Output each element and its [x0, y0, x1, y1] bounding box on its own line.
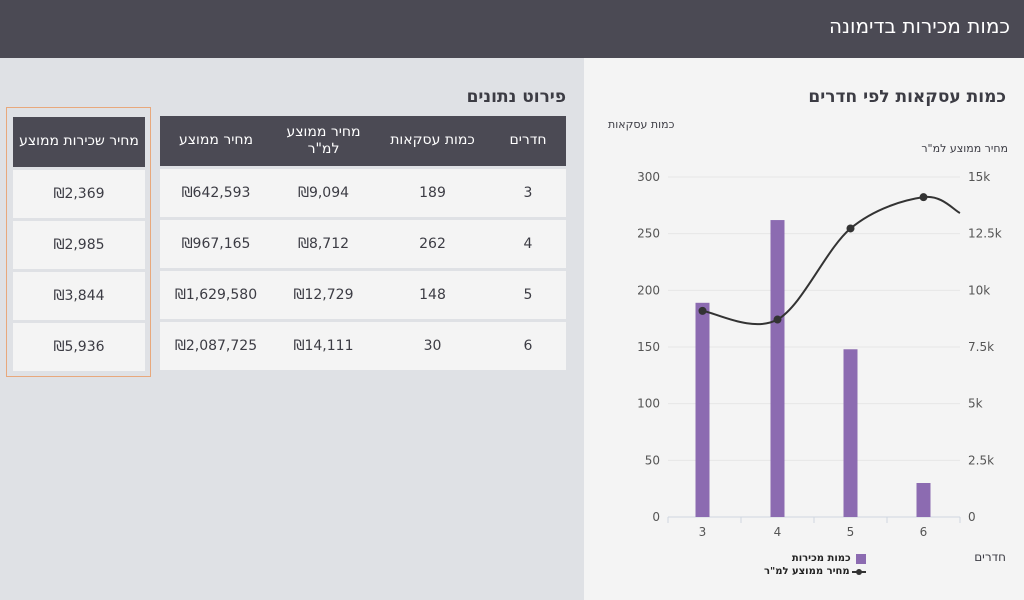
table-row: 3 189 ₪9,094 ₪642,593	[160, 169, 566, 217]
cell-avg-price: ₪2,087,725	[160, 322, 272, 370]
cell-rooms: 4	[490, 220, 566, 268]
x-tick-label: 4	[774, 525, 782, 539]
y2-tick-label: 2.5k	[968, 453, 994, 467]
bar-swatch-icon	[855, 553, 866, 564]
cell-rent: ₪5,936	[13, 323, 145, 371]
line-series	[698, 193, 961, 326]
y-axis-title: כמות עסקאות	[608, 118, 675, 131]
cell-avg-price: ₪967,165	[160, 220, 272, 268]
cell-rooms: 6	[490, 322, 566, 370]
line-point	[846, 224, 855, 233]
cell-deals: 30	[375, 322, 490, 370]
grid-lines	[667, 176, 961, 523]
x-tick-label: 3	[699, 525, 707, 539]
line-swatch-icon	[851, 567, 866, 577]
legend-label: כמות מכירות	[791, 553, 851, 564]
cell-deals: 189	[375, 169, 490, 217]
line-point	[773, 315, 782, 324]
details-table: חדרים כמות עסקאות מחיר ממוצע למ"ר מחיר מ…	[160, 113, 566, 373]
page-title: כמות מכירות בדימונה	[828, 14, 1010, 38]
y2-tick-label: 0	[968, 510, 976, 524]
cell-price-sqm: ₪14,111	[272, 322, 375, 370]
y2-axis-title: מחיר ממוצע למ"ר	[921, 142, 1008, 155]
cell-avg-price: ₪1,629,580	[160, 271, 272, 319]
details-title: פירוט נתונים	[466, 87, 566, 107]
cell-rent: ₪2,369	[13, 170, 145, 218]
rent-price-box: מחיר שכירות ממוצע ₪2,369 ₪2,985 ₪3,844 ₪…	[6, 107, 151, 377]
table-header-row: מחיר שכירות ממוצע	[13, 117, 145, 167]
cell-rent: ₪2,985	[13, 221, 145, 269]
cell-avg-price: ₪642,593	[160, 169, 272, 217]
table-header-row: חדרים כמות עסקאות מחיר ממוצע למ"ר מחיר מ…	[160, 116, 566, 166]
table-row: 4 262 ₪8,712 ₪967,165	[160, 220, 566, 268]
line-point	[698, 306, 707, 315]
table-row: 5 148 ₪12,729 ₪1,629,580	[160, 271, 566, 319]
legend-item-price-sqm[interactable]: מחיר ממוצע למ"ר	[764, 565, 866, 578]
y-tick-label: 300	[637, 170, 660, 184]
rent-table: מחיר שכירות ממוצע ₪2,369 ₪2,985 ₪3,844 ₪…	[13, 114, 145, 374]
cell-rent: ₪3,844	[13, 272, 145, 320]
chart-legend: כמות מכירות מחיר ממוצע למ"ר	[764, 552, 866, 578]
cell-rooms: 5	[490, 271, 566, 319]
column-header-price-sqm: מחיר ממוצע למ"ר	[272, 116, 375, 166]
y-tick-label: 150	[637, 340, 660, 354]
table-row: ₪2,369	[13, 170, 145, 218]
top-bar: כמות מכירות בדימונה	[0, 0, 1024, 58]
bar	[843, 349, 858, 517]
table-row: 6 30 ₪14,111 ₪2,087,725	[160, 322, 566, 370]
x-tick-label: 6	[920, 525, 928, 539]
y-tick-label: 200	[637, 283, 660, 297]
x-axis-title: חדרים	[974, 550, 1006, 564]
y2-tick-label: 12.5k	[968, 227, 1002, 241]
cell-deals: 148	[375, 271, 490, 319]
price-line	[702, 195, 961, 326]
column-header-avg-rent: מחיר שכירות ממוצע	[13, 117, 145, 167]
y-tick-label: 250	[637, 227, 660, 241]
chart-panel	[584, 58, 1024, 600]
cell-price-sqm: ₪8,712	[272, 220, 375, 268]
table-row: ₪3,844	[13, 272, 145, 320]
column-header-deals: כמות עסקאות	[375, 116, 490, 166]
y-tick-label: 50	[645, 453, 660, 467]
y2-tick-label: 15k	[968, 170, 990, 184]
bar-series	[695, 220, 931, 518]
y2-tick-label: 10k	[968, 283, 990, 297]
cell-deals: 262	[375, 220, 490, 268]
chart-title: כמות עסקאות לפי חדרים	[808, 87, 1006, 107]
column-header-rooms: חדרים	[490, 116, 566, 166]
bar	[770, 220, 785, 518]
cell-price-sqm: ₪9,094	[272, 169, 375, 217]
cell-price-sqm: ₪12,729	[272, 271, 375, 319]
legend-label: מחיר ממוצע למ"ר	[764, 566, 850, 577]
x-tick-label: 5	[847, 525, 855, 539]
bar	[916, 483, 931, 517]
column-header-avg-price: מחיר ממוצע	[160, 116, 272, 166]
bar	[695, 302, 710, 517]
y2-tick-label: 7.5k	[968, 340, 994, 354]
tick-labels: 0 0 50 2.5k 100 5k 150 7.5k 200 10k 250 12.5k 300 15k…	[637, 170, 1002, 539]
cell-rooms: 3	[490, 169, 566, 217]
table-row: ₪5,936	[13, 323, 145, 371]
y-tick-label: 100	[637, 397, 660, 411]
y2-tick-label: 5k	[968, 397, 983, 411]
legend-item-sales[interactable]: כמות מכירות	[764, 552, 866, 565]
table-row: ₪2,985	[13, 221, 145, 269]
line-point	[919, 193, 928, 202]
y-tick-label: 0	[652, 510, 660, 524]
